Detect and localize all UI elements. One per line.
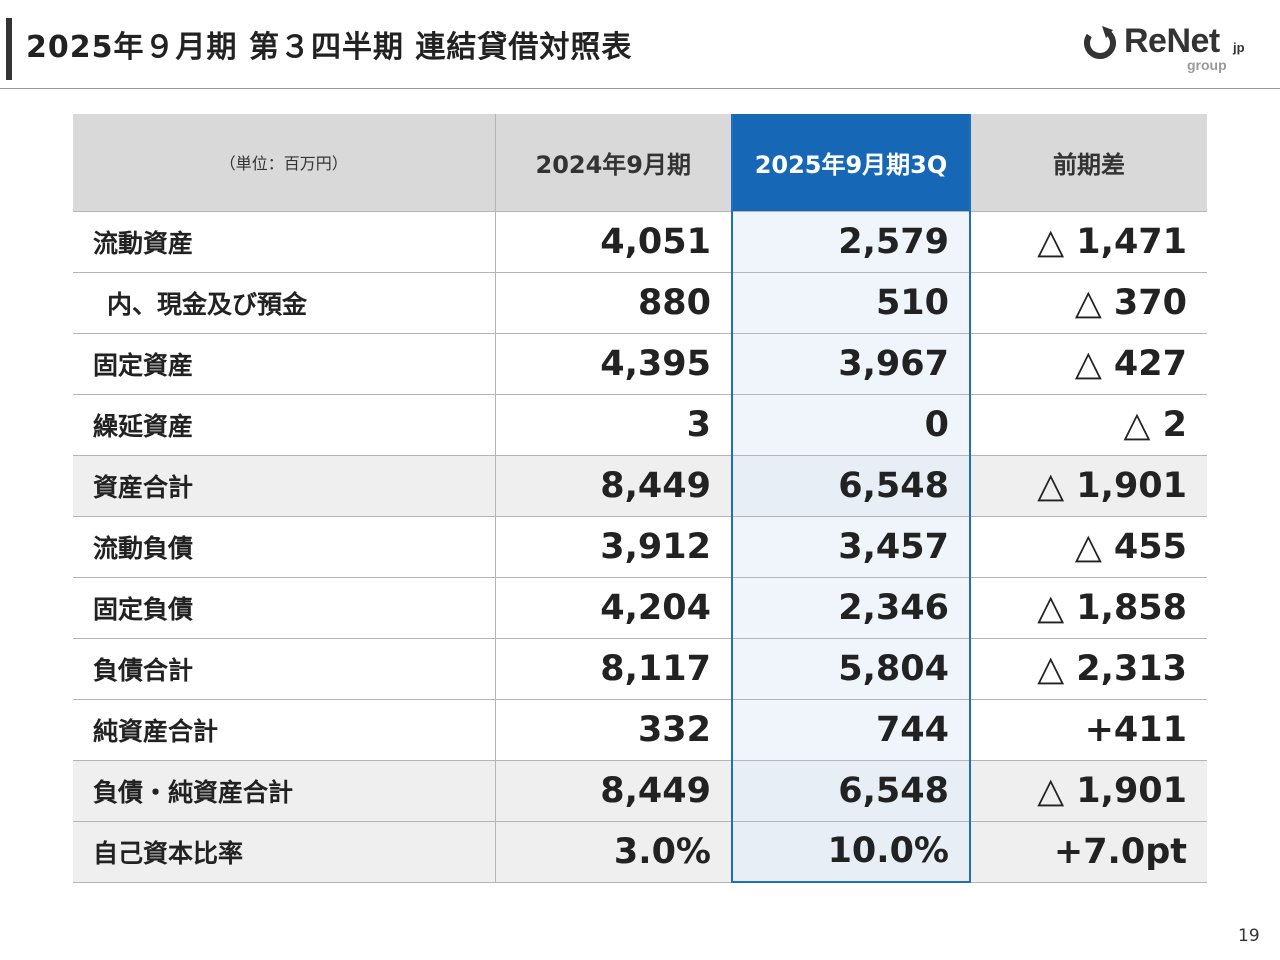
table-row: 資産合計 8,449 6,548 △ 1,901 [73, 454, 1207, 516]
fy2024-value: 3 [495, 393, 733, 455]
row-label: 固定資産 [73, 332, 496, 394]
table-row: 流動負債 3,912 3,457 △ 455 [73, 515, 1207, 577]
logo-group-label: group [1187, 57, 1227, 73]
diff-value: △ 1,901 [970, 454, 1207, 516]
diff-value: △ 427 [970, 332, 1207, 394]
q3-2025-value: 5,804 [731, 637, 971, 699]
table-row: 負債合計 8,117 5,804 △ 2,313 [73, 637, 1207, 699]
q3-2025-value: 2,346 [731, 576, 971, 638]
table-row: 固定資産 4,395 3,967 △ 427 [73, 332, 1207, 394]
page-title: 2025年９月期 第３四半期 連結貸借対照表 [26, 30, 633, 65]
refresh-circle-icon [1084, 26, 1116, 59]
fy2024-header: 2024年9月期 [495, 114, 733, 211]
table-row: 流動資産 4,051 2,579 △ 1,471 [73, 210, 1207, 272]
q3-2025-value: 2,579 [731, 210, 971, 272]
q3-2025-value: 744 [731, 698, 971, 760]
diff-value: +411 [970, 698, 1207, 760]
q3-2025-header: 2025年9月期3Q [731, 114, 971, 211]
logo-suffix: jp [1233, 40, 1245, 55]
diff-value: △ 1,471 [970, 210, 1207, 272]
fy2024-value: 332 [495, 698, 733, 760]
diff-value: +7.0pt [970, 820, 1207, 883]
table-header-row: （単位：百万円） 2024年9月期 2025年9月期3Q 前期差 [73, 114, 1207, 211]
row-label: 純資産合計 [73, 698, 496, 760]
diff-value: △ 2 [970, 393, 1207, 455]
q3-2025-value: 6,548 [731, 759, 971, 821]
row-label: 資産合計 [73, 454, 496, 516]
q3-2025-value: 0 [731, 393, 971, 455]
fy2024-value: 8,117 [495, 637, 733, 699]
diff-value: △ 2,313 [970, 637, 1207, 699]
row-label: 流動資産 [73, 210, 496, 272]
row-label: 繰延資産 [73, 393, 496, 455]
balance-sheet-table: （単位：百万円） 2024年9月期 2025年9月期3Q 前期差 流動資産 4,… [73, 114, 1207, 883]
fy2024-value: 4,395 [495, 332, 733, 394]
fy2024-value: 3,912 [495, 515, 733, 577]
diff-header: 前期差 [970, 114, 1207, 211]
row-label: 内、現金及び預金 [73, 271, 496, 333]
fy2024-value: 4,051 [495, 210, 733, 272]
fy2024-value: 4,204 [495, 576, 733, 638]
table-row: 自己資本比率 3.0% 10.0% +7.0pt [73, 820, 1207, 883]
table-row: 固定負債 4,204 2,346 △ 1,858 [73, 576, 1207, 638]
table-row: 内、現金及び預金 880 510 △ 370 [73, 271, 1207, 333]
title-divider [0, 88, 1280, 89]
company-logo: ReNet jp group [1082, 22, 1262, 76]
table-row: 繰延資産 3 0 △ 2 [73, 393, 1207, 455]
row-label: 固定負債 [73, 576, 496, 638]
fy2024-value: 8,449 [495, 759, 733, 821]
diff-value: △ 370 [970, 271, 1207, 333]
row-label: 流動負債 [73, 515, 496, 577]
q3-2025-value: 3,457 [731, 515, 971, 577]
row-label: 自己資本比率 [73, 820, 496, 883]
logo-wordmark: ReNet [1124, 22, 1220, 60]
diff-value: △ 455 [970, 515, 1207, 577]
q3-2025-value: 510 [731, 271, 971, 333]
table-row: 純資産合計 332 744 +411 [73, 698, 1207, 760]
fy2024-value: 8,449 [495, 454, 733, 516]
fy2024-value: 880 [495, 271, 733, 333]
row-label: 負債合計 [73, 637, 496, 699]
fy2024-value: 3.0% [495, 820, 733, 883]
q3-2025-value: 3,967 [731, 332, 971, 394]
q3-2025-value: 6,548 [731, 454, 971, 516]
row-label: 負債・純資産合計 [73, 759, 496, 821]
q3-2025-value: 10.0% [731, 820, 971, 883]
diff-value: △ 1,858 [970, 576, 1207, 638]
table-row: 負債・純資産合計 8,449 6,548 △ 1,901 [73, 759, 1207, 821]
unit-header: （単位：百万円） [73, 114, 496, 211]
title-accent-bar [6, 18, 12, 80]
page-number: 19 [1238, 926, 1260, 946]
diff-value: △ 1,901 [970, 759, 1207, 821]
